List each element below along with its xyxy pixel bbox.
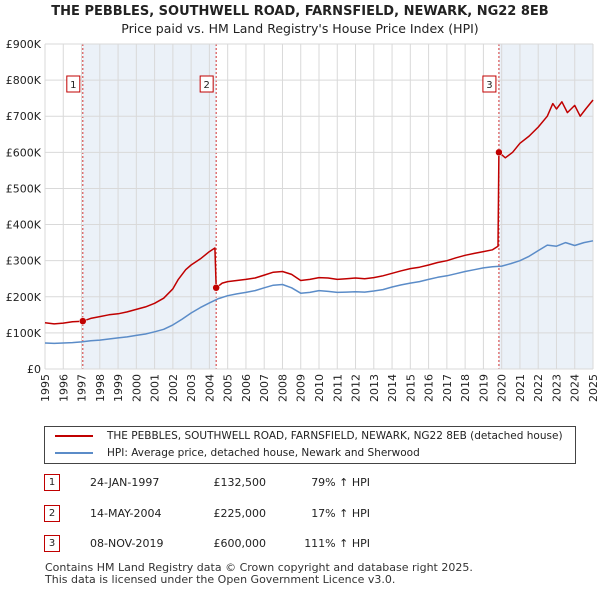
y-tick-label: £800K: [6, 74, 42, 87]
sale-price: £600,000: [213, 537, 267, 550]
sale-row: 1 24-JAN-1997 £132,500 79% ↑ HPI: [0, 474, 600, 494]
x-tick-label: 2008: [276, 374, 289, 402]
x-tick-label: 2024: [569, 374, 582, 402]
y-tick-label: £900K: [6, 38, 42, 51]
x-tick-label: 2018: [459, 374, 472, 402]
legend-property-swatch: [55, 435, 93, 437]
marker-layer: 1 2 3: [66, 75, 503, 325]
x-tick-label: 2006: [240, 374, 253, 402]
sale-hpi-change: 111% ↑ HPI: [304, 537, 370, 550]
x-tick-label: 2020: [496, 374, 509, 402]
x-tick-label: 2007: [258, 374, 271, 402]
x-tick-label: 2002: [167, 374, 180, 402]
x-tick-label: 1999: [112, 374, 125, 402]
shaded-period: [82, 44, 217, 369]
x-tick-label: 2005: [222, 374, 235, 402]
sale-label-number: 2: [203, 80, 209, 91]
axis-layer: £0 £100K £200K £300K £400K £500K £600K £700K £80…: [6, 38, 600, 402]
y-tick-label: £100K: [6, 327, 42, 340]
sale-row: 2 14-MAY-2004 £225,000 17% ↑ HPI: [0, 505, 600, 525]
x-tick-label: 2015: [404, 374, 417, 402]
x-tick-label: 2025: [587, 374, 600, 402]
sale-label-box: [199, 75, 214, 93]
sale-point: [79, 317, 87, 325]
sale-label-box: [66, 75, 81, 93]
chart-subtitle: Price paid vs. HM Land Registry's House …: [121, 21, 479, 36]
sale-label-number: 1: [70, 80, 76, 91]
x-tick-label: 1997: [76, 374, 89, 402]
legend-item-property: THE PEBBLES, SOUTHWELL ROAD, FARNSFIELD,…: [55, 428, 563, 444]
x-tick-label: 2001: [149, 374, 162, 402]
y-tick-label: £700K: [6, 110, 42, 123]
price-chart: £0 £100K £200K £300K £400K £500K £600K £700K £80…: [6, 38, 600, 402]
x-tick-label: 2013: [368, 374, 381, 402]
legend-property-label: THE PEBBLES, SOUTHWELL ROAD, FARNSFIELD,…: [107, 430, 563, 442]
sale-hpi-change: 17% ↑ HPI: [311, 507, 370, 520]
x-tick-label: 2004: [203, 374, 216, 402]
footer-licence: This data is licensed under the Open Gov…: [45, 573, 396, 586]
y-tick-label: £0: [27, 363, 41, 376]
sale-label-number: 3: [486, 80, 492, 91]
footer-copyright: Contains HM Land Registry data © Crown c…: [45, 561, 473, 574]
x-tick-label: 1996: [57, 374, 70, 402]
x-tick-label: 2022: [532, 374, 545, 402]
x-tick-label: 2010: [313, 374, 326, 402]
x-tick-label: 1998: [94, 374, 107, 402]
x-tick-label: 2016: [423, 374, 436, 402]
y-tick-label: £600K: [6, 146, 42, 159]
series-layer: [44, 99, 594, 345]
x-tick-label: 2023: [550, 374, 563, 402]
sale-hpi-change: 79% ↑ HPI: [311, 476, 370, 489]
x-tick-label: 2011: [331, 374, 344, 402]
y-tick-label: £400K: [6, 219, 42, 232]
sale-number-badge: 3: [44, 535, 60, 552]
sale-label-box: [482, 75, 497, 93]
x-tick-label: 2012: [350, 374, 363, 402]
sale-price: £225,000: [213, 507, 267, 520]
sale-date: 14-MAY-2004: [90, 507, 162, 520]
x-tick-label: 2000: [130, 374, 143, 402]
legend-hpi-swatch: [55, 452, 93, 454]
hpi-line: [44, 240, 594, 345]
chart-title: THE PEBBLES, SOUTHWELL ROAD, FARNSFIELD,…: [51, 4, 549, 19]
y-tick-label: £200K: [6, 291, 42, 304]
y-tick-label: £300K: [6, 255, 42, 268]
x-tick-label: 2003: [185, 374, 198, 402]
y-tick-label: £500K: [6, 182, 42, 195]
x-tick-label: 2021: [514, 374, 527, 402]
x-tick-label: 2009: [295, 374, 308, 402]
sale-point: [212, 284, 220, 292]
sale-number-badge: 1: [44, 474, 60, 491]
x-tick-label: 2017: [441, 374, 454, 402]
property-price-line: [44, 99, 594, 325]
sale-number-badge: 2: [44, 505, 60, 522]
sale-date: 08-NOV-2019: [90, 537, 164, 550]
x-tick-label: 1995: [39, 374, 52, 402]
grid-layer: [44, 43, 594, 370]
shaded-period: [498, 44, 593, 369]
x-tick-label: 2014: [386, 374, 399, 402]
sale-price: £132,500: [213, 476, 267, 489]
sale-date: 24-JAN-1997: [90, 476, 160, 489]
legend-item-hpi: HPI: Average price, detached house, Newa…: [55, 445, 420, 461]
legend: THE PEBBLES, SOUTHWELL ROAD, FARNSFIELD,…: [44, 426, 576, 464]
sale-point: [495, 148, 503, 157]
x-tick-label: 2019: [477, 374, 490, 402]
legend-hpi-label: HPI: Average price, detached house, Newa…: [107, 447, 420, 459]
sale-row: 3 08-NOV-2019 £600,000 111% ↑ HPI: [0, 535, 600, 555]
